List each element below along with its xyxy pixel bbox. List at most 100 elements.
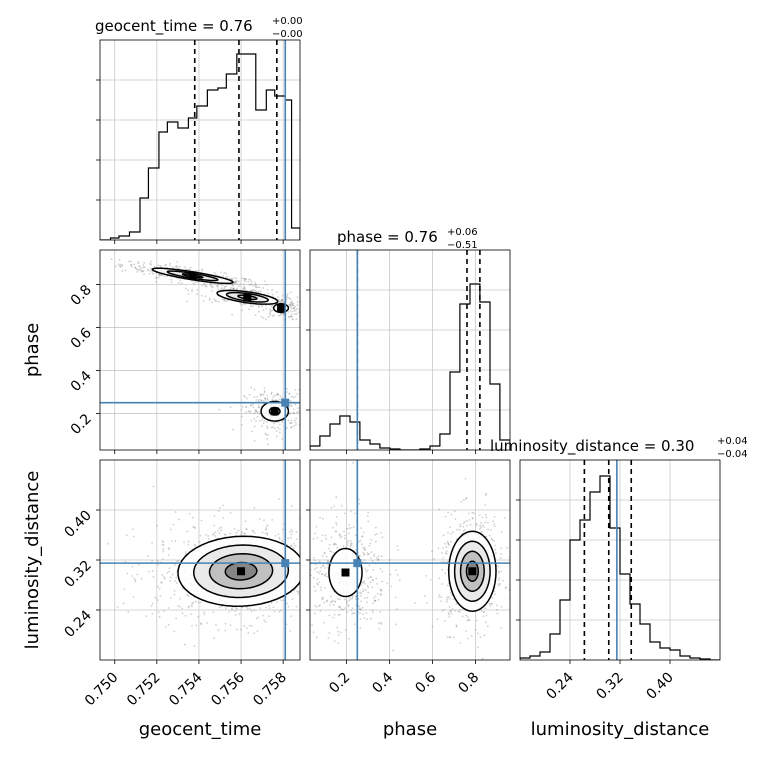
pair-phase-luminosity-distance-sample-point xyxy=(330,601,332,603)
pair-geocent-time-phase-sample-point xyxy=(151,271,154,273)
pair-geocent-time-phase-sample-point xyxy=(273,394,275,397)
pair-phase-luminosity-distance-sample-point xyxy=(324,575,327,577)
pair-phase-luminosity-distance-sample-point xyxy=(499,583,501,585)
pair-geocent-time-phase-sample-point xyxy=(230,286,232,289)
pair-geocent-time-luminosity-distance-sample-point xyxy=(303,571,305,573)
pair-phase-luminosity-distance-sample-point xyxy=(444,515,447,518)
pair-geocent-time-luminosity-distance-sample-point xyxy=(253,532,256,534)
pair-geocent-time-luminosity-distance-sample-point xyxy=(200,519,203,522)
pair-geocent-time-luminosity-distance-sample-point xyxy=(248,624,251,627)
pair-phase-luminosity-distance-sample-point xyxy=(323,601,326,604)
pair-geocent-time-luminosity-distance-sample-point xyxy=(154,596,157,599)
pair-phase-luminosity-distance-sample-point xyxy=(369,575,372,578)
pair-phase-luminosity-distance-sample-point xyxy=(304,578,306,580)
pair-geocent-time-phase-sample-point xyxy=(143,273,145,276)
pair-geocent-time-luminosity-distance-sample-point xyxy=(289,536,292,539)
pair-phase-luminosity-distance-contour xyxy=(459,550,485,592)
pair-phase-luminosity-distance-sample-point xyxy=(358,498,360,501)
pair-geocent-time-luminosity-distance-sample-point xyxy=(266,532,269,535)
pair-geocent-time-luminosity-distance-y-tick-label: 0.40 xyxy=(61,508,94,541)
pair-phase-luminosity-distance-sample-point xyxy=(366,553,369,556)
pair-geocent-time-phase-sample-point xyxy=(244,278,247,280)
ylabel-luminosity-distance: luminosity_distance xyxy=(22,471,43,650)
pair-phase-luminosity-distance-sample-point xyxy=(474,629,477,632)
pair-phase-luminosity-distance-sample-point xyxy=(316,582,318,585)
pair-geocent-time-phase-sample-point xyxy=(306,420,308,422)
pair-phase-luminosity-distance-sample-point xyxy=(358,555,361,558)
pair-phase-luminosity-distance-sample-point xyxy=(514,582,516,584)
pair-geocent-time-phase-sample-point xyxy=(269,310,272,313)
pair-geocent-time-luminosity-distance-sample-point xyxy=(323,613,325,615)
pair-geocent-time-phase-sample-point xyxy=(235,277,238,280)
pair-geocent-time-phase-y-tick-label: 0.4 xyxy=(68,368,95,395)
pair-phase-luminosity-distance-sample-point xyxy=(379,610,382,613)
pair-phase-luminosity-distance-sample-point xyxy=(459,611,461,613)
pair-geocent-time-luminosity-distance-sample-point xyxy=(306,580,308,582)
pair-geocent-time-phase-sample-point xyxy=(249,404,252,407)
pair-phase-luminosity-distance-sample-point xyxy=(306,567,308,569)
pair-geocent-time-phase-sample-point xyxy=(178,281,180,284)
pair-geocent-time-phase-sample-point xyxy=(295,421,297,424)
pair-geocent-time-luminosity-distance-sample-point xyxy=(160,581,163,584)
pair-geocent-time-luminosity-distance-sample-point xyxy=(166,571,169,574)
pair-phase-luminosity-distance-sample-point xyxy=(375,577,378,580)
pair-phase-luminosity-distance-sample-point xyxy=(338,534,341,537)
pair-phase-luminosity-distance-sample-point xyxy=(312,576,315,579)
pair-geocent-time-luminosity-distance-sample-point xyxy=(151,559,154,562)
pair-geocent-time-luminosity-distance-sample-point xyxy=(174,580,176,582)
pair-geocent-time-luminosity-distance-sample-point xyxy=(367,574,369,576)
pair-geocent-time-phase-sample-point xyxy=(244,395,246,398)
pair-phase-luminosity-distance-x-tick-label: 0.2 xyxy=(326,670,353,697)
pair-phase-luminosity-distance-sample-point xyxy=(449,526,451,529)
pair-phase-luminosity-distance-sample-point xyxy=(342,608,345,611)
pair-phase-luminosity-distance-sample-point xyxy=(465,524,468,527)
pair-geocent-time-phase-sample-point xyxy=(221,283,224,286)
pair-phase-luminosity-distance-sample-point xyxy=(438,594,441,597)
pair-geocent-time-phase-sample-point xyxy=(131,265,133,268)
pair-phase-luminosity-distance-sample-point xyxy=(359,539,362,542)
pair-geocent-time-luminosity-distance-sample-point xyxy=(241,531,243,533)
pair-geocent-time-phase-sample-point xyxy=(152,273,155,275)
pair-phase-luminosity-distance-sample-point xyxy=(353,512,356,515)
pair-geocent-time-phase-sample-point xyxy=(202,282,205,285)
pair-geocent-time-luminosity-distance-sample-point xyxy=(243,532,245,535)
pair-geocent-time-phase-sample-point xyxy=(280,300,282,303)
pair-geocent-time-luminosity-distance-sample-point xyxy=(220,526,223,529)
pair-phase-luminosity-distance-sample-point xyxy=(358,605,361,607)
pair-geocent-time-phase-sample-point xyxy=(260,316,263,318)
pair-phase-luminosity-distance-sample-point xyxy=(347,604,350,607)
pair-geocent-time-phase-sample-point xyxy=(267,443,269,446)
pair-geocent-time-phase-sample-point xyxy=(263,280,266,283)
pair-geocent-time-luminosity-distance-sample-point xyxy=(167,554,170,556)
pair-phase-luminosity-distance-sample-point xyxy=(395,623,397,626)
pair-phase-luminosity-distance-sample-point xyxy=(314,532,317,535)
pair-phase-luminosity-distance-sample-point xyxy=(426,602,428,604)
pair-phase-luminosity-distance-sample-point xyxy=(373,553,376,556)
pair-phase-luminosity-distance-sample-point xyxy=(471,517,474,520)
pair-geocent-time-luminosity-distance-sample-point xyxy=(318,577,320,579)
pair-geocent-time-phase-sample-point xyxy=(232,428,234,431)
pair-phase-luminosity-distance-sample-point xyxy=(335,496,338,498)
pair-phase-luminosity-distance-sample-point xyxy=(339,631,342,634)
pair-geocent-time-phase-sample-point xyxy=(232,284,235,287)
pair-geocent-time-phase-sample-point xyxy=(277,426,280,429)
pair-phase-luminosity-distance-sample-point xyxy=(445,552,448,555)
pair-phase-luminosity-distance-sample-point xyxy=(335,530,338,533)
pair-geocent-time-phase-sample-point xyxy=(253,418,256,420)
pair-phase-luminosity-distance-sample-point xyxy=(322,564,325,567)
hist-luminosity-distance-tick-label: 0.40 xyxy=(643,670,676,703)
pair-phase-luminosity-distance-sample-point xyxy=(446,636,449,639)
pair-geocent-time-phase-sample-point xyxy=(250,305,252,308)
pair-geocent-time-phase-sample-point xyxy=(312,398,314,400)
pair-geocent-time-phase-sample-point xyxy=(257,404,260,407)
pair-geocent-time-luminosity-distance-sample-point xyxy=(178,597,181,600)
pair-phase-luminosity-distance-sample-point xyxy=(352,612,355,614)
pair-geocent-time-phase-sample-point xyxy=(270,304,273,307)
pair-geocent-time-luminosity-distance-sample-point xyxy=(126,572,129,575)
pair-phase-luminosity-distance-sample-point xyxy=(467,618,470,621)
pair-geocent-time-luminosity-distance-sample-point xyxy=(305,572,307,574)
pair-geocent-time-phase-sample-point xyxy=(231,313,234,316)
pair-phase-luminosity-distance-sample-point xyxy=(325,572,327,575)
pair-phase-luminosity-distance-sample-point xyxy=(481,524,484,526)
pair-geocent-time-luminosity-distance-sample-point xyxy=(297,593,299,595)
